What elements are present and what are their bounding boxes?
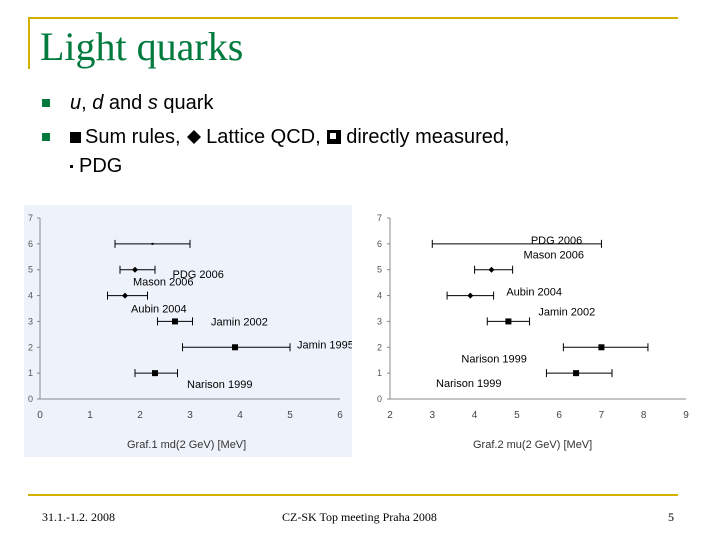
quark-d: d — [92, 92, 104, 114]
chart-0-x-tick: 6 — [337, 410, 343, 421]
chart-1-x-tick: 4 — [472, 410, 478, 421]
footer-date: 31.1.-1.2. 2008 — [42, 510, 115, 524]
chart-1-x-tick: 6 — [556, 410, 562, 421]
data-point-diamond — [122, 292, 128, 299]
sep-1: , — [81, 92, 93, 114]
chart-0-y-tick: 0 — [28, 394, 33, 404]
square-marker-icon — [70, 132, 81, 143]
chart-0-y-tick: 3 — [28, 316, 33, 326]
chart-1-x-tick: 2 — [387, 410, 393, 421]
data-label: PDG 2006 — [531, 235, 582, 247]
chart-1-y-tick: 3 — [377, 316, 382, 326]
page-number: 5 — [668, 510, 674, 524]
legend-measured: directly measured, — [346, 126, 510, 148]
chart-md-background — [24, 205, 352, 457]
chart-mu-background — [357, 205, 692, 457]
chart-0-y-tick: 6 — [28, 239, 33, 249]
chart-1-y-tick: 2 — [377, 342, 382, 352]
chart-1-y-tick: 1 — [377, 368, 382, 378]
data-point-dot — [151, 242, 154, 245]
data-label: Mason 2006 — [523, 250, 584, 262]
data-label: Jamin 2002 — [538, 306, 595, 318]
chart-md: Graf.1 md(2 GeV) [MeV] 0 1 2 3 4 5 6 7 0 1 2 3 4 5 6 PD… — [24, 205, 352, 457]
bullet-square-icon — [42, 99, 50, 107]
legend-lattice: Lattice QCD, — [206, 126, 327, 148]
quark-u: u — [70, 92, 82, 114]
chart-0-x-tick: 1 — [87, 410, 93, 421]
data-label: Jamin 1995 — [297, 339, 352, 351]
chart-1-x-tick: 5 — [514, 410, 520, 421]
data-point-square — [505, 318, 512, 325]
chart-0-y-tick: 2 — [28, 342, 33, 352]
data-label: Jamin 2002 — [211, 316, 268, 328]
data-label: Aubin 2004 — [506, 287, 562, 299]
chart-0-x-tick: 3 — [187, 410, 193, 421]
footer-event: CZ-SK Top meeting Praha 2008 — [282, 510, 437, 524]
top-rule — [28, 17, 678, 19]
hollow-square-marker-icon — [327, 130, 342, 144]
chart-1-y-tick: 7 — [377, 213, 382, 223]
bullet-text-2: Sum rules, Lattice QCD, directly measure… — [70, 126, 510, 149]
chart-md-x-label: Graf.1 md(2 GeV) [MeV] — [127, 439, 246, 451]
bullet-text-1: u, d and s quark — [70, 92, 213, 115]
data-label: Mason 2006 — [133, 277, 194, 289]
chart-1-y-tick: 4 — [377, 291, 382, 301]
chart-mu: Graf.2 mu(2 GeV) [MeV] 0 1 2 3 4 5 6 7 2 3 4 5 6 7 8 9 P… — [357, 205, 692, 457]
quark-s: s — [147, 92, 158, 114]
chart-0-y-tick: 4 — [28, 291, 33, 301]
data-point-square — [152, 370, 158, 377]
legend-sum-rules: Sum rules, — [85, 126, 187, 148]
chart-0-x-tick: 5 — [287, 410, 293, 421]
dot-marker-icon — [70, 165, 73, 168]
slide-title: Light quarks — [40, 24, 244, 69]
chart-1-x-tick: 9 — [683, 410, 689, 421]
data-label: Narison 1999 — [436, 378, 501, 390]
chart-0-x-tick: 4 — [237, 410, 243, 421]
legend-pdg: PDG — [79, 155, 123, 177]
sep-2: and — [103, 92, 148, 114]
chart-0-x-tick: 0 — [37, 410, 43, 421]
sep-3: quark — [157, 92, 214, 114]
data-label: Narison 1999 — [187, 379, 252, 391]
chart-1-x-tick: 7 — [599, 410, 605, 421]
data-point-diamond — [132, 266, 138, 273]
bottom-rule — [28, 494, 678, 496]
chart-mu-x-label: Graf.2 mu(2 GeV) [MeV] — [473, 439, 592, 451]
chart-1-y-tick: 0 — [377, 394, 382, 404]
chart-0-y-tick: 1 — [28, 368, 33, 378]
chart-1-x-tick: 8 — [641, 410, 647, 421]
data-point-diamond — [467, 292, 474, 299]
data-point-square — [232, 344, 238, 351]
bullet-square-icon — [42, 133, 50, 141]
chart-0-x-tick: 2 — [137, 410, 143, 421]
data-label: Narison 1999 — [461, 353, 526, 365]
chart-0-y-tick: 5 — [28, 265, 33, 275]
data-label: Aubin 2004 — [131, 304, 187, 316]
data-point-square — [598, 344, 605, 351]
data-point-square — [172, 318, 178, 325]
chart-1-y-tick: 6 — [377, 239, 382, 249]
diamond-marker-icon — [187, 130, 202, 144]
chart-1-y-tick: 5 — [377, 265, 382, 275]
left-rule — [28, 17, 30, 69]
chart-0-y-tick: 7 — [28, 213, 33, 223]
data-label: PDG 2006 — [173, 269, 224, 281]
data-point-diamond — [488, 266, 495, 273]
data-point-square — [573, 370, 580, 377]
chart-1-x-tick: 3 — [430, 410, 436, 421]
bullet-text-3: PDG — [70, 155, 122, 178]
